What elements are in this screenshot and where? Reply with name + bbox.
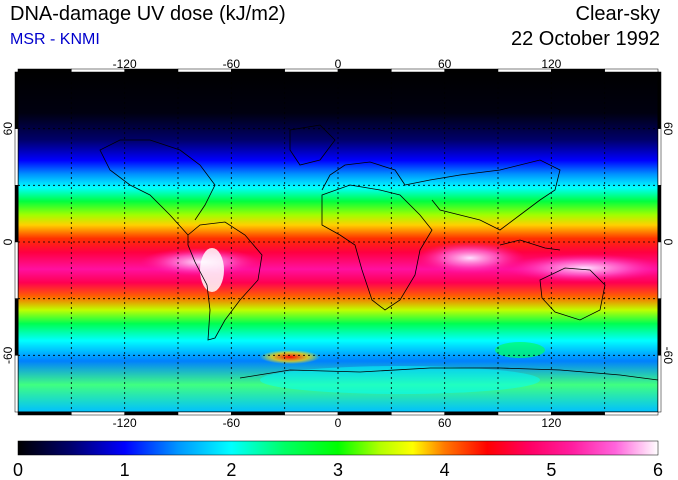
lon-tick-top: 60 [438,57,452,71]
border-segment [71,411,125,416]
border-segment [14,241,19,299]
colorbar-label: 2 [226,460,236,480]
border-segment [337,411,392,416]
lon-tick-top: -120 [113,57,137,71]
border-segment [14,355,19,413]
colorbar-label: 3 [333,460,343,480]
lat-tick-right: -60 [661,347,675,365]
uv-dose-map: -120 -60 0 60 120 -120 -60 0 60 120 60 0… [1,57,675,430]
lat-ticks-left: 60 0 -60 [1,122,15,364]
colorbar-label: 6 [653,460,663,480]
border-segment [14,128,19,186]
lat-tick-right: 60 [661,122,675,136]
lat-tick-left: 0 [1,238,15,245]
lon-tick-bottom: 0 [335,416,342,430]
uv-field [18,72,658,412]
border-segment [284,68,339,73]
border-segment [604,68,659,73]
border-segment [17,68,72,73]
colorbar-label: 4 [440,460,450,480]
border-segment [497,411,552,416]
lon-tick-bottom: 60 [438,416,452,430]
border-segment [657,241,662,299]
lat-tick-right: 0 [661,239,675,246]
map-date: 22 October 1992 [511,28,660,50]
lat-tick-left: 60 [1,122,15,136]
border-segment [337,68,392,73]
border-segment [14,71,19,129]
colorbar-label: 0 [13,460,23,480]
border-segment [17,411,72,416]
border-segment [604,411,659,416]
border-segment [657,128,662,186]
colorbar-ramp [17,440,659,456]
border-segment [657,71,662,129]
border-segment [177,411,232,416]
border-segment [231,411,285,416]
colorbar-label: 1 [120,460,130,480]
lon-tick-top: 0 [335,57,342,71]
border-segment [657,298,662,356]
border-segment [14,185,19,243]
lon-tick-bottom: 120 [541,416,561,430]
lon-tick-bottom: -120 [113,416,137,430]
border-segment [284,411,339,416]
border-segment [444,68,499,73]
border-segment [124,411,179,416]
border-segment [14,298,19,356]
border-segment [657,355,662,413]
lat-ticks-right: 60 0 -60 [661,122,675,364]
map-border-ticks [14,68,662,416]
border-segment [551,411,605,416]
lon-ticks-top: -120 -60 0 60 120 [113,57,562,71]
colorbar-label: 5 [546,460,556,480]
border-segment [391,411,445,416]
lon-tick-top: 120 [541,57,561,71]
lat-tick-left: -60 [1,346,15,364]
map-subtitle: MSR - KNMI [10,31,100,48]
lon-ticks-bottom: -120 -60 0 60 120 [113,416,562,430]
map-title: DNA-damage UV dose (kJ/m2) [10,3,286,25]
border-segment [657,185,662,243]
lon-tick-bottom: -60 [223,416,241,430]
border-segment [391,68,445,73]
border-segment [444,411,499,416]
graticule [18,72,658,412]
sky-condition: Clear-sky [575,3,660,25]
lon-tick-top: -60 [223,57,241,71]
